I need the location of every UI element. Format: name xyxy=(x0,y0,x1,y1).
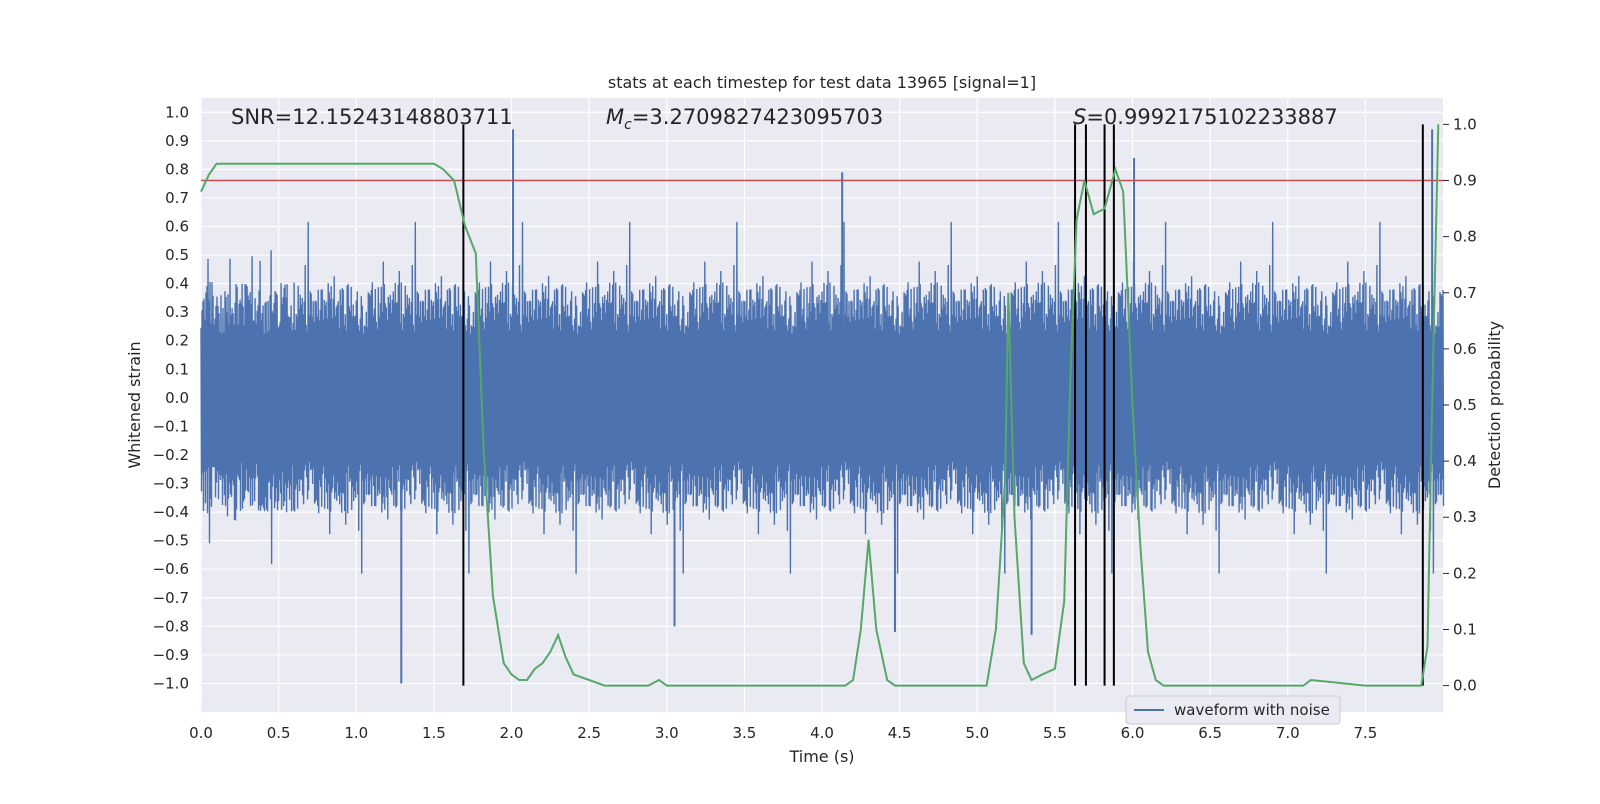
x-tick-label-3: 1.5 xyxy=(422,724,446,742)
chirp-mass-subscript: c xyxy=(624,117,632,133)
chirp-mass-value: =3.2709827423095703 xyxy=(632,105,883,129)
y2-tick-label-3: 0.3 xyxy=(1453,508,1477,526)
y-tick-label-19: −0.9 xyxy=(153,646,189,664)
y2-tick-label-8: 0.8 xyxy=(1453,228,1477,246)
x-tick-label-6: 3.0 xyxy=(655,724,679,742)
y-tick-label-13: −0.3 xyxy=(153,475,189,493)
y2-tick-label-6: 0.6 xyxy=(1453,340,1477,358)
y-tick-label-4: 0.6 xyxy=(165,218,189,236)
y2-tick-label-0: 0.0 xyxy=(1453,677,1477,695)
y-axis-ticks: 1.0 0.9 0.8 0.7 0.6 0.5 0.4 0.3 0.2 0.1 0.0 −0.1 −0.… xyxy=(153,103,189,692)
x-tick-label-9: 4.5 xyxy=(888,724,912,742)
score-value: =0.9992175102233887 xyxy=(1086,105,1337,129)
score-annotation: S=0.9992175102233887 xyxy=(1073,105,1338,129)
y-tick-label-9: 0.1 xyxy=(165,360,189,378)
y-tick-label-11: −0.1 xyxy=(153,417,189,435)
y2-tick-label-1: 0.1 xyxy=(1453,620,1477,638)
x-tick-label-1: 0.5 xyxy=(267,724,291,742)
x-tick-label-12: 6.0 xyxy=(1121,724,1145,742)
y-tick-label-18: −0.8 xyxy=(153,617,189,635)
chirp-mass-annotation: Mc=3.2709827423095703 xyxy=(606,105,883,133)
x-tick-label-15: 7.5 xyxy=(1353,724,1377,742)
x-tick-label-10: 5.0 xyxy=(965,724,989,742)
waveform-series xyxy=(200,129,1445,684)
y2-tick-label-9: 0.9 xyxy=(1453,172,1477,190)
y-tick-label-16: −0.6 xyxy=(153,560,189,578)
chirp-mass-symbol: M xyxy=(606,105,624,129)
y-tick-label-0: 1.0 xyxy=(165,103,189,121)
y2-tick-label-4: 0.4 xyxy=(1453,452,1477,470)
legend: waveform with noise xyxy=(1125,695,1341,725)
y2-tick-label-5: 0.5 xyxy=(1453,396,1477,414)
y-tick-label-10: 0.0 xyxy=(165,389,189,407)
x-tick-label-4: 2.0 xyxy=(500,724,524,742)
y-tick-label-14: −0.4 xyxy=(153,503,189,521)
y-tick-label-12: −0.2 xyxy=(153,446,189,464)
y2-axis-label: Detection probability xyxy=(1485,321,1504,489)
y-axis-label: Whitened strain xyxy=(125,341,144,468)
y-tick-label-1: 0.9 xyxy=(165,132,189,150)
y-tick-label-15: −0.5 xyxy=(153,532,189,550)
x-tick-label-11: 5.5 xyxy=(1043,724,1067,742)
y-tick-label-6: 0.4 xyxy=(165,275,189,293)
score-symbol: S xyxy=(1073,105,1086,129)
x-axis-label: Time (s) xyxy=(788,747,854,766)
y2-tick-label-7: 0.7 xyxy=(1453,284,1477,302)
vertical-lines xyxy=(462,124,1424,686)
y-tick-label-3: 0.7 xyxy=(165,189,189,207)
legend-label-waveform: waveform with noise xyxy=(1174,701,1330,719)
y-tick-label-5: 0.5 xyxy=(165,246,189,264)
y2-axis-ticks: 0.0 0.1 0.2 0.3 0.4 0.5 0.6 0.7 0.8 0.9 1.0 xyxy=(1443,115,1477,695)
x-axis-ticks: 0.0 0.5 1.0 1.5 2.0 2.5 3.0 3.5 4.0 4.5 5.0 5.5 6.0 6… xyxy=(189,724,1377,742)
y-tick-label-17: −0.7 xyxy=(153,589,189,607)
x-tick-label-0: 0.0 xyxy=(189,724,213,742)
snr-annotation: SNR=12.15243148803711 xyxy=(231,105,513,129)
probability-line xyxy=(200,124,1440,687)
y2-tick-label-2: 0.2 xyxy=(1453,564,1477,582)
y2-tick-label-10: 1.0 xyxy=(1453,115,1477,133)
legend-box xyxy=(1125,695,1341,725)
y-tick-label-7: 0.3 xyxy=(165,303,189,321)
x-tick-label-8: 4.0 xyxy=(810,724,834,742)
probability-series xyxy=(200,124,1440,687)
y-tick-label-2: 0.8 xyxy=(165,160,189,178)
y-tick-label-8: 0.2 xyxy=(165,332,189,350)
x-tick-label-14: 7.0 xyxy=(1276,724,1300,742)
x-tick-label-5: 2.5 xyxy=(577,724,601,742)
y-tick-label-20: −1.0 xyxy=(153,674,189,692)
x-tick-label-13: 6.5 xyxy=(1198,724,1222,742)
x-tick-label-7: 3.5 xyxy=(732,724,756,742)
chart-title: stats at each timestep for test data 139… xyxy=(608,73,1036,92)
x-tick-label-2: 1.0 xyxy=(344,724,368,742)
waveform-core xyxy=(201,340,1443,455)
